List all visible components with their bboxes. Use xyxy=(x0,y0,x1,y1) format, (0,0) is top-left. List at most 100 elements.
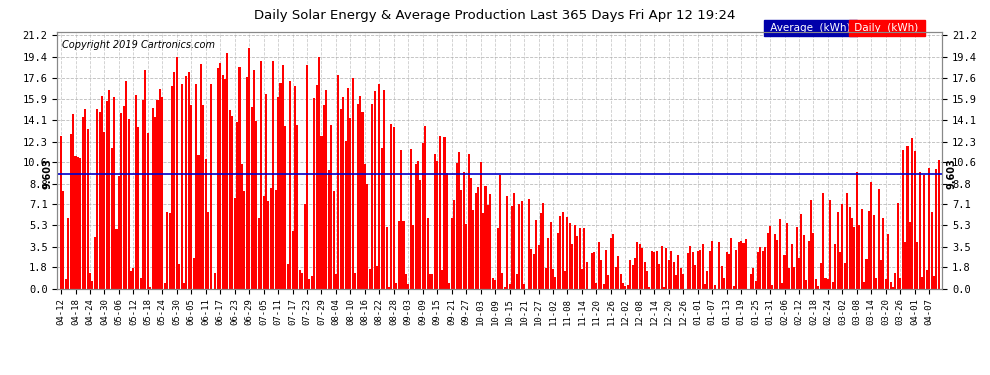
Bar xyxy=(472,210,474,289)
Bar xyxy=(405,274,407,289)
Bar xyxy=(304,204,306,289)
Bar xyxy=(376,267,378,289)
Bar xyxy=(403,221,405,289)
Bar xyxy=(528,200,530,289)
Bar xyxy=(477,187,479,289)
Bar xyxy=(670,251,672,289)
Bar xyxy=(99,112,101,289)
Bar xyxy=(340,109,342,289)
Bar xyxy=(632,265,634,289)
Bar xyxy=(506,196,508,289)
Bar xyxy=(851,218,853,289)
Bar xyxy=(726,252,728,289)
Bar xyxy=(536,220,538,289)
Bar xyxy=(205,159,207,289)
Bar xyxy=(665,248,667,289)
Bar xyxy=(766,233,768,289)
Bar xyxy=(921,277,923,289)
Bar xyxy=(634,258,636,289)
Bar xyxy=(398,221,400,289)
Bar xyxy=(260,62,262,289)
Bar xyxy=(171,86,173,289)
Bar xyxy=(219,63,221,289)
Bar xyxy=(798,258,800,289)
Bar xyxy=(894,273,897,289)
Bar xyxy=(887,234,889,289)
Bar xyxy=(96,109,98,289)
Bar xyxy=(388,286,390,289)
Bar xyxy=(573,225,576,289)
Bar xyxy=(356,104,358,289)
Bar xyxy=(470,178,472,289)
Bar xyxy=(818,286,820,289)
Bar xyxy=(846,194,848,289)
Bar xyxy=(128,119,130,289)
Bar xyxy=(294,86,296,289)
Bar xyxy=(296,125,298,289)
Bar xyxy=(62,190,64,289)
Bar xyxy=(460,190,462,289)
Bar xyxy=(193,258,195,289)
Bar xyxy=(786,223,788,289)
Bar xyxy=(215,273,217,289)
Bar xyxy=(229,110,231,289)
Bar xyxy=(420,180,422,289)
Bar xyxy=(84,109,86,289)
Bar xyxy=(338,75,340,289)
Bar xyxy=(178,264,180,289)
Bar xyxy=(938,160,940,289)
Bar xyxy=(916,242,918,289)
Bar xyxy=(234,198,236,289)
Bar xyxy=(299,270,301,289)
Bar xyxy=(333,191,335,289)
Bar xyxy=(694,265,696,289)
Bar xyxy=(709,251,711,289)
Text: 9.603: 9.603 xyxy=(946,159,957,189)
Bar xyxy=(808,241,810,289)
Bar xyxy=(744,239,747,289)
Bar xyxy=(393,127,395,289)
Bar xyxy=(759,247,761,289)
Bar xyxy=(687,253,689,289)
Bar xyxy=(653,252,655,289)
Bar xyxy=(323,105,325,289)
Bar xyxy=(605,250,607,289)
Bar xyxy=(64,279,67,289)
Bar xyxy=(711,241,713,289)
Bar xyxy=(514,193,516,289)
Bar xyxy=(67,218,69,289)
Bar xyxy=(749,274,751,289)
Bar xyxy=(783,255,785,289)
Bar xyxy=(610,238,612,289)
Bar xyxy=(326,90,328,289)
Bar xyxy=(533,254,535,289)
Bar xyxy=(625,286,627,289)
Bar xyxy=(554,276,556,289)
Bar xyxy=(839,252,842,289)
Bar xyxy=(540,213,542,289)
Bar xyxy=(133,268,135,289)
Bar xyxy=(863,282,865,289)
Bar xyxy=(757,252,759,289)
Bar xyxy=(262,196,264,289)
Bar xyxy=(890,282,892,289)
Bar xyxy=(77,157,79,289)
Bar xyxy=(843,263,845,289)
Bar xyxy=(827,279,829,289)
Bar xyxy=(236,122,239,289)
Bar xyxy=(642,248,644,289)
Bar xyxy=(931,212,933,289)
Bar xyxy=(313,98,315,289)
Bar xyxy=(108,90,110,289)
Bar xyxy=(924,175,926,289)
Bar xyxy=(89,273,91,289)
Bar xyxy=(728,254,730,289)
Bar xyxy=(608,274,610,289)
Bar xyxy=(195,84,197,289)
Bar xyxy=(239,68,241,289)
Bar xyxy=(724,278,726,289)
Bar xyxy=(617,256,619,289)
Bar xyxy=(417,160,419,289)
Bar xyxy=(620,274,622,289)
Bar xyxy=(446,173,447,289)
